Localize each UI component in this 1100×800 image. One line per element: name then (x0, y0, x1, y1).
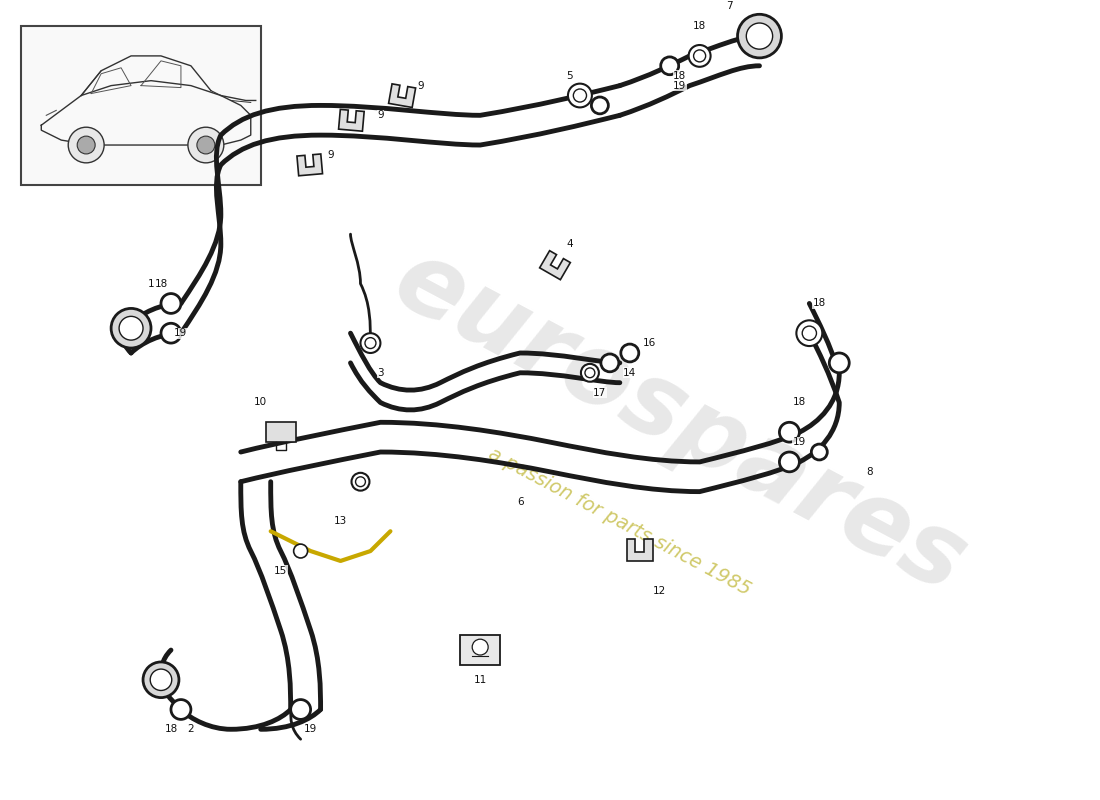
Circle shape (197, 136, 215, 154)
Circle shape (151, 669, 172, 690)
Circle shape (290, 699, 310, 719)
Text: 2: 2 (188, 724, 195, 734)
Circle shape (694, 50, 706, 62)
Circle shape (592, 97, 608, 114)
Circle shape (737, 14, 781, 58)
Circle shape (780, 422, 800, 442)
Circle shape (161, 294, 180, 314)
Text: eurospares: eurospares (377, 231, 981, 614)
Circle shape (352, 473, 370, 490)
Circle shape (829, 353, 849, 373)
Circle shape (68, 127, 104, 163)
Text: 18: 18 (164, 724, 177, 734)
Circle shape (361, 333, 381, 353)
Text: 9: 9 (327, 150, 334, 160)
Text: 11: 11 (474, 674, 487, 685)
Text: 17: 17 (593, 387, 606, 398)
Text: 18: 18 (673, 70, 686, 81)
Circle shape (119, 316, 143, 340)
Text: 18: 18 (813, 298, 826, 309)
Circle shape (355, 477, 365, 486)
Circle shape (796, 320, 823, 346)
Circle shape (746, 23, 772, 49)
Polygon shape (339, 110, 364, 131)
Text: 14: 14 (624, 368, 637, 378)
Text: 3: 3 (377, 368, 384, 378)
Circle shape (601, 354, 619, 372)
Circle shape (802, 326, 816, 340)
Polygon shape (540, 250, 570, 280)
Text: 4: 4 (566, 239, 573, 249)
Polygon shape (388, 84, 416, 107)
Circle shape (294, 544, 308, 558)
Text: 6: 6 (517, 497, 524, 506)
Circle shape (188, 127, 223, 163)
Bar (21, 26, 261, 185)
Circle shape (365, 338, 376, 349)
Bar (460, 635, 500, 665)
Text: 7: 7 (726, 2, 733, 11)
Text: 15: 15 (274, 566, 287, 576)
Circle shape (568, 84, 592, 107)
Circle shape (585, 368, 595, 378)
Text: 1: 1 (147, 278, 154, 289)
Text: 16: 16 (644, 338, 657, 348)
Text: a passion for parts since 1985: a passion for parts since 1985 (485, 444, 755, 599)
Circle shape (143, 662, 179, 698)
Text: 19: 19 (304, 724, 317, 734)
Text: 13: 13 (334, 516, 348, 526)
Circle shape (161, 323, 180, 343)
Circle shape (472, 639, 488, 655)
Text: 18: 18 (793, 398, 806, 407)
Polygon shape (627, 539, 653, 561)
Text: 8: 8 (866, 467, 872, 477)
Circle shape (689, 45, 711, 66)
Text: 19: 19 (673, 81, 686, 90)
Circle shape (170, 699, 191, 719)
Text: 18: 18 (693, 21, 706, 31)
Bar (266, 422, 296, 442)
Text: 9: 9 (417, 81, 424, 90)
Circle shape (620, 344, 639, 362)
Circle shape (77, 136, 96, 154)
Text: 18: 18 (154, 278, 167, 289)
Circle shape (573, 89, 586, 102)
Text: 19: 19 (793, 437, 806, 447)
Polygon shape (297, 154, 322, 176)
Text: 10: 10 (254, 398, 267, 407)
Circle shape (111, 309, 151, 348)
Circle shape (780, 452, 800, 472)
Circle shape (812, 444, 827, 460)
Text: 19: 19 (174, 328, 188, 338)
Text: 12: 12 (653, 586, 667, 596)
Text: 9: 9 (377, 110, 384, 120)
Text: 5: 5 (566, 70, 573, 81)
Circle shape (661, 57, 679, 74)
Circle shape (581, 364, 598, 382)
